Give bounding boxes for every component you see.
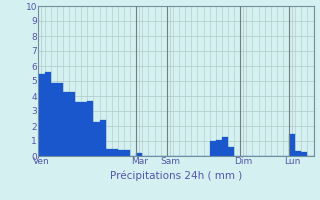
- Bar: [210, 141, 216, 156]
- Bar: [38, 73, 44, 156]
- X-axis label: Précipitations 24h ( mm ): Précipitations 24h ( mm ): [110, 171, 242, 181]
- Bar: [289, 134, 295, 156]
- Bar: [112, 148, 118, 156]
- Bar: [69, 92, 75, 156]
- Bar: [100, 120, 106, 156]
- Bar: [136, 153, 142, 156]
- Bar: [75, 102, 81, 156]
- Bar: [216, 140, 222, 156]
- Bar: [51, 82, 57, 156]
- Bar: [63, 92, 69, 156]
- Bar: [228, 147, 234, 156]
- Bar: [81, 102, 87, 156]
- Bar: [44, 72, 51, 156]
- Bar: [301, 152, 308, 156]
- Bar: [106, 148, 112, 156]
- Bar: [118, 150, 124, 156]
- Bar: [87, 100, 93, 156]
- Bar: [124, 150, 130, 156]
- Bar: [93, 121, 100, 156]
- Bar: [57, 82, 63, 156]
- Bar: [222, 137, 228, 156]
- Bar: [295, 151, 301, 156]
